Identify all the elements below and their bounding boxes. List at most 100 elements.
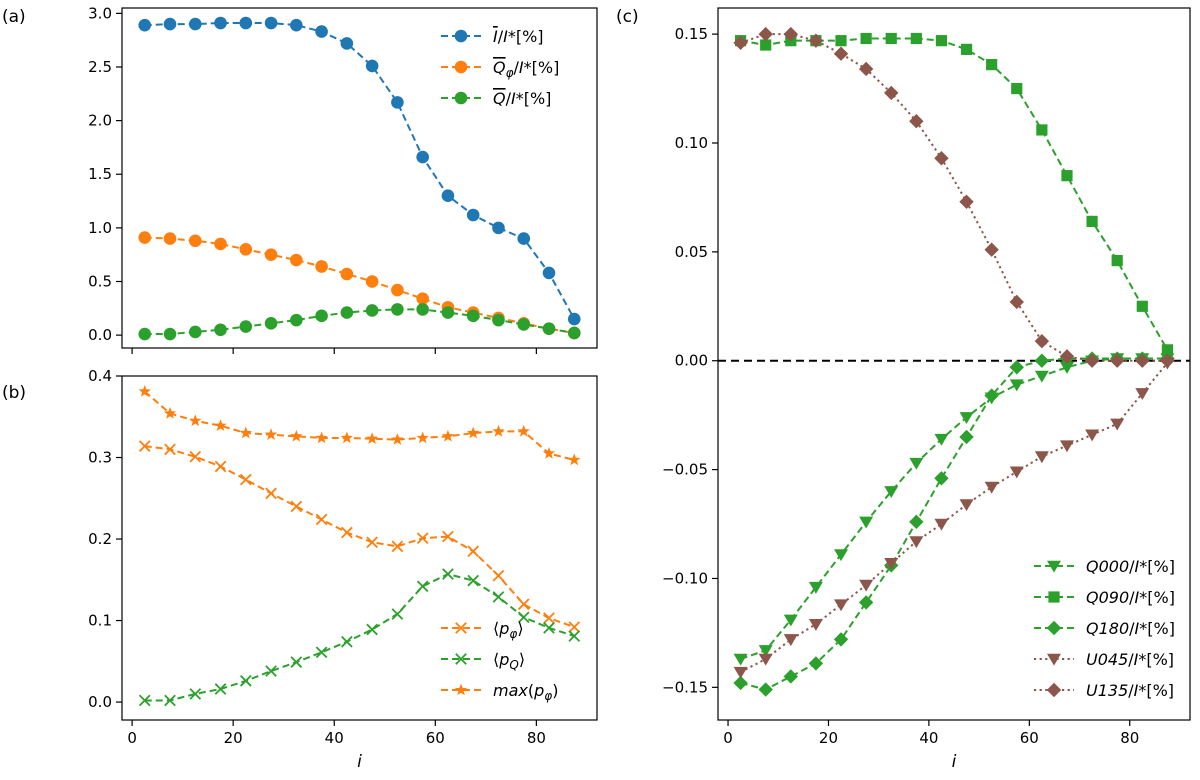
data-point [239,16,253,30]
data-point [1036,124,1048,136]
panel-1: (a) 0.0 0.5 1.0 1.5 2.0 2.5 3.0 I/I*[%] Qφ/I*[%] Q… [2,4,598,354]
data-point [264,248,278,261]
data-point [265,487,277,500]
data-point [808,656,824,671]
data-point [391,303,404,316]
data-point [783,26,799,42]
panel-3: (c) −0.15 −0.10 −0.05 0.00 0.05 0.10 0.15 0 20 40 6… [616,7,1191,772]
data-point [567,326,581,340]
series-3-4 [733,357,1175,679]
y-tick-label: −0.15 [662,678,708,696]
data-point [492,313,505,327]
data-point [365,275,379,288]
data-point [164,443,176,456]
data-point [984,242,999,257]
data-point [315,25,328,38]
data-point [1109,353,1125,368]
data-point [416,580,429,593]
y-tick-label: 0.1 [88,612,112,630]
x-tick-label: 0 [723,729,733,747]
data-point [239,426,252,439]
panel-label: (a) [2,7,26,27]
data-point [492,424,505,437]
data-point [934,471,949,486]
data-point [239,243,253,256]
legend-label: I/I*[%] [493,27,544,46]
data-point [884,85,899,101]
data-point [1034,333,1050,349]
data-point [163,407,177,419]
data-point [163,327,177,341]
data-point [934,518,949,531]
data-point [1034,370,1049,383]
data-point [567,312,581,326]
data-point [568,630,581,642]
legend-label: U045/I*[%] [1086,650,1174,669]
data-point [138,694,151,707]
data-point [340,431,354,444]
data-point [340,37,354,50]
data-point [441,189,455,202]
y-tick-label: 3.0 [88,4,112,22]
data-point [517,611,530,624]
series-line [740,33,1168,362]
data-point [264,16,278,30]
data-point [214,323,227,337]
data-point [959,194,974,209]
data-point [517,598,530,611]
data-point [834,599,849,612]
y-tick-label: 2.0 [88,112,112,130]
data-point [1111,254,1123,267]
data-point [265,665,277,677]
data-point [416,431,429,444]
series-line [740,37,1169,351]
data-point [859,516,874,529]
y-tick-label: −0.05 [662,461,708,479]
x-tick-label: 0 [127,729,137,747]
series-line [144,390,575,461]
data-point [315,260,328,273]
data-point [542,266,556,280]
x-tick-label: 20 [224,729,243,747]
data-point [984,388,999,403]
axes-frame [121,375,598,721]
data-point [189,414,202,427]
data-point [758,653,773,666]
data-point [138,327,152,341]
legend-label: ⟨pφ⟩ [493,619,524,641]
data-point [517,318,531,331]
data-point [366,623,378,636]
x-axis-label: i [357,752,362,772]
data-point [214,683,227,695]
data-point [808,33,824,48]
data-point [543,612,555,624]
data-point [441,306,455,319]
legend-swatch-marker [454,29,468,43]
legend-label: U135/I*[%] [1086,681,1174,700]
data-point [442,568,454,580]
legend-label: Qφ/I*[%] [493,58,559,80]
data-point [239,320,253,333]
data-point [366,536,378,549]
data-point [833,632,849,647]
data-point [290,18,303,32]
data-point [365,59,379,73]
y-tick-label: 1.5 [88,165,112,183]
panel-label: (b) [2,383,26,403]
series-3-3 [733,351,1175,697]
data-point [340,306,354,319]
data-point [138,384,151,397]
data-point [466,309,480,323]
series-2-3 [138,384,581,466]
y-tick-label: 2.5 [88,58,112,76]
data-point [391,540,404,553]
data-point [808,618,823,631]
data-point [959,499,974,512]
y-tick-label: 0.15 [675,25,708,43]
data-point [290,500,303,513]
axes-frame [717,7,1191,721]
data-point [1059,440,1074,453]
series-line [740,357,1168,660]
data-point [315,646,328,659]
